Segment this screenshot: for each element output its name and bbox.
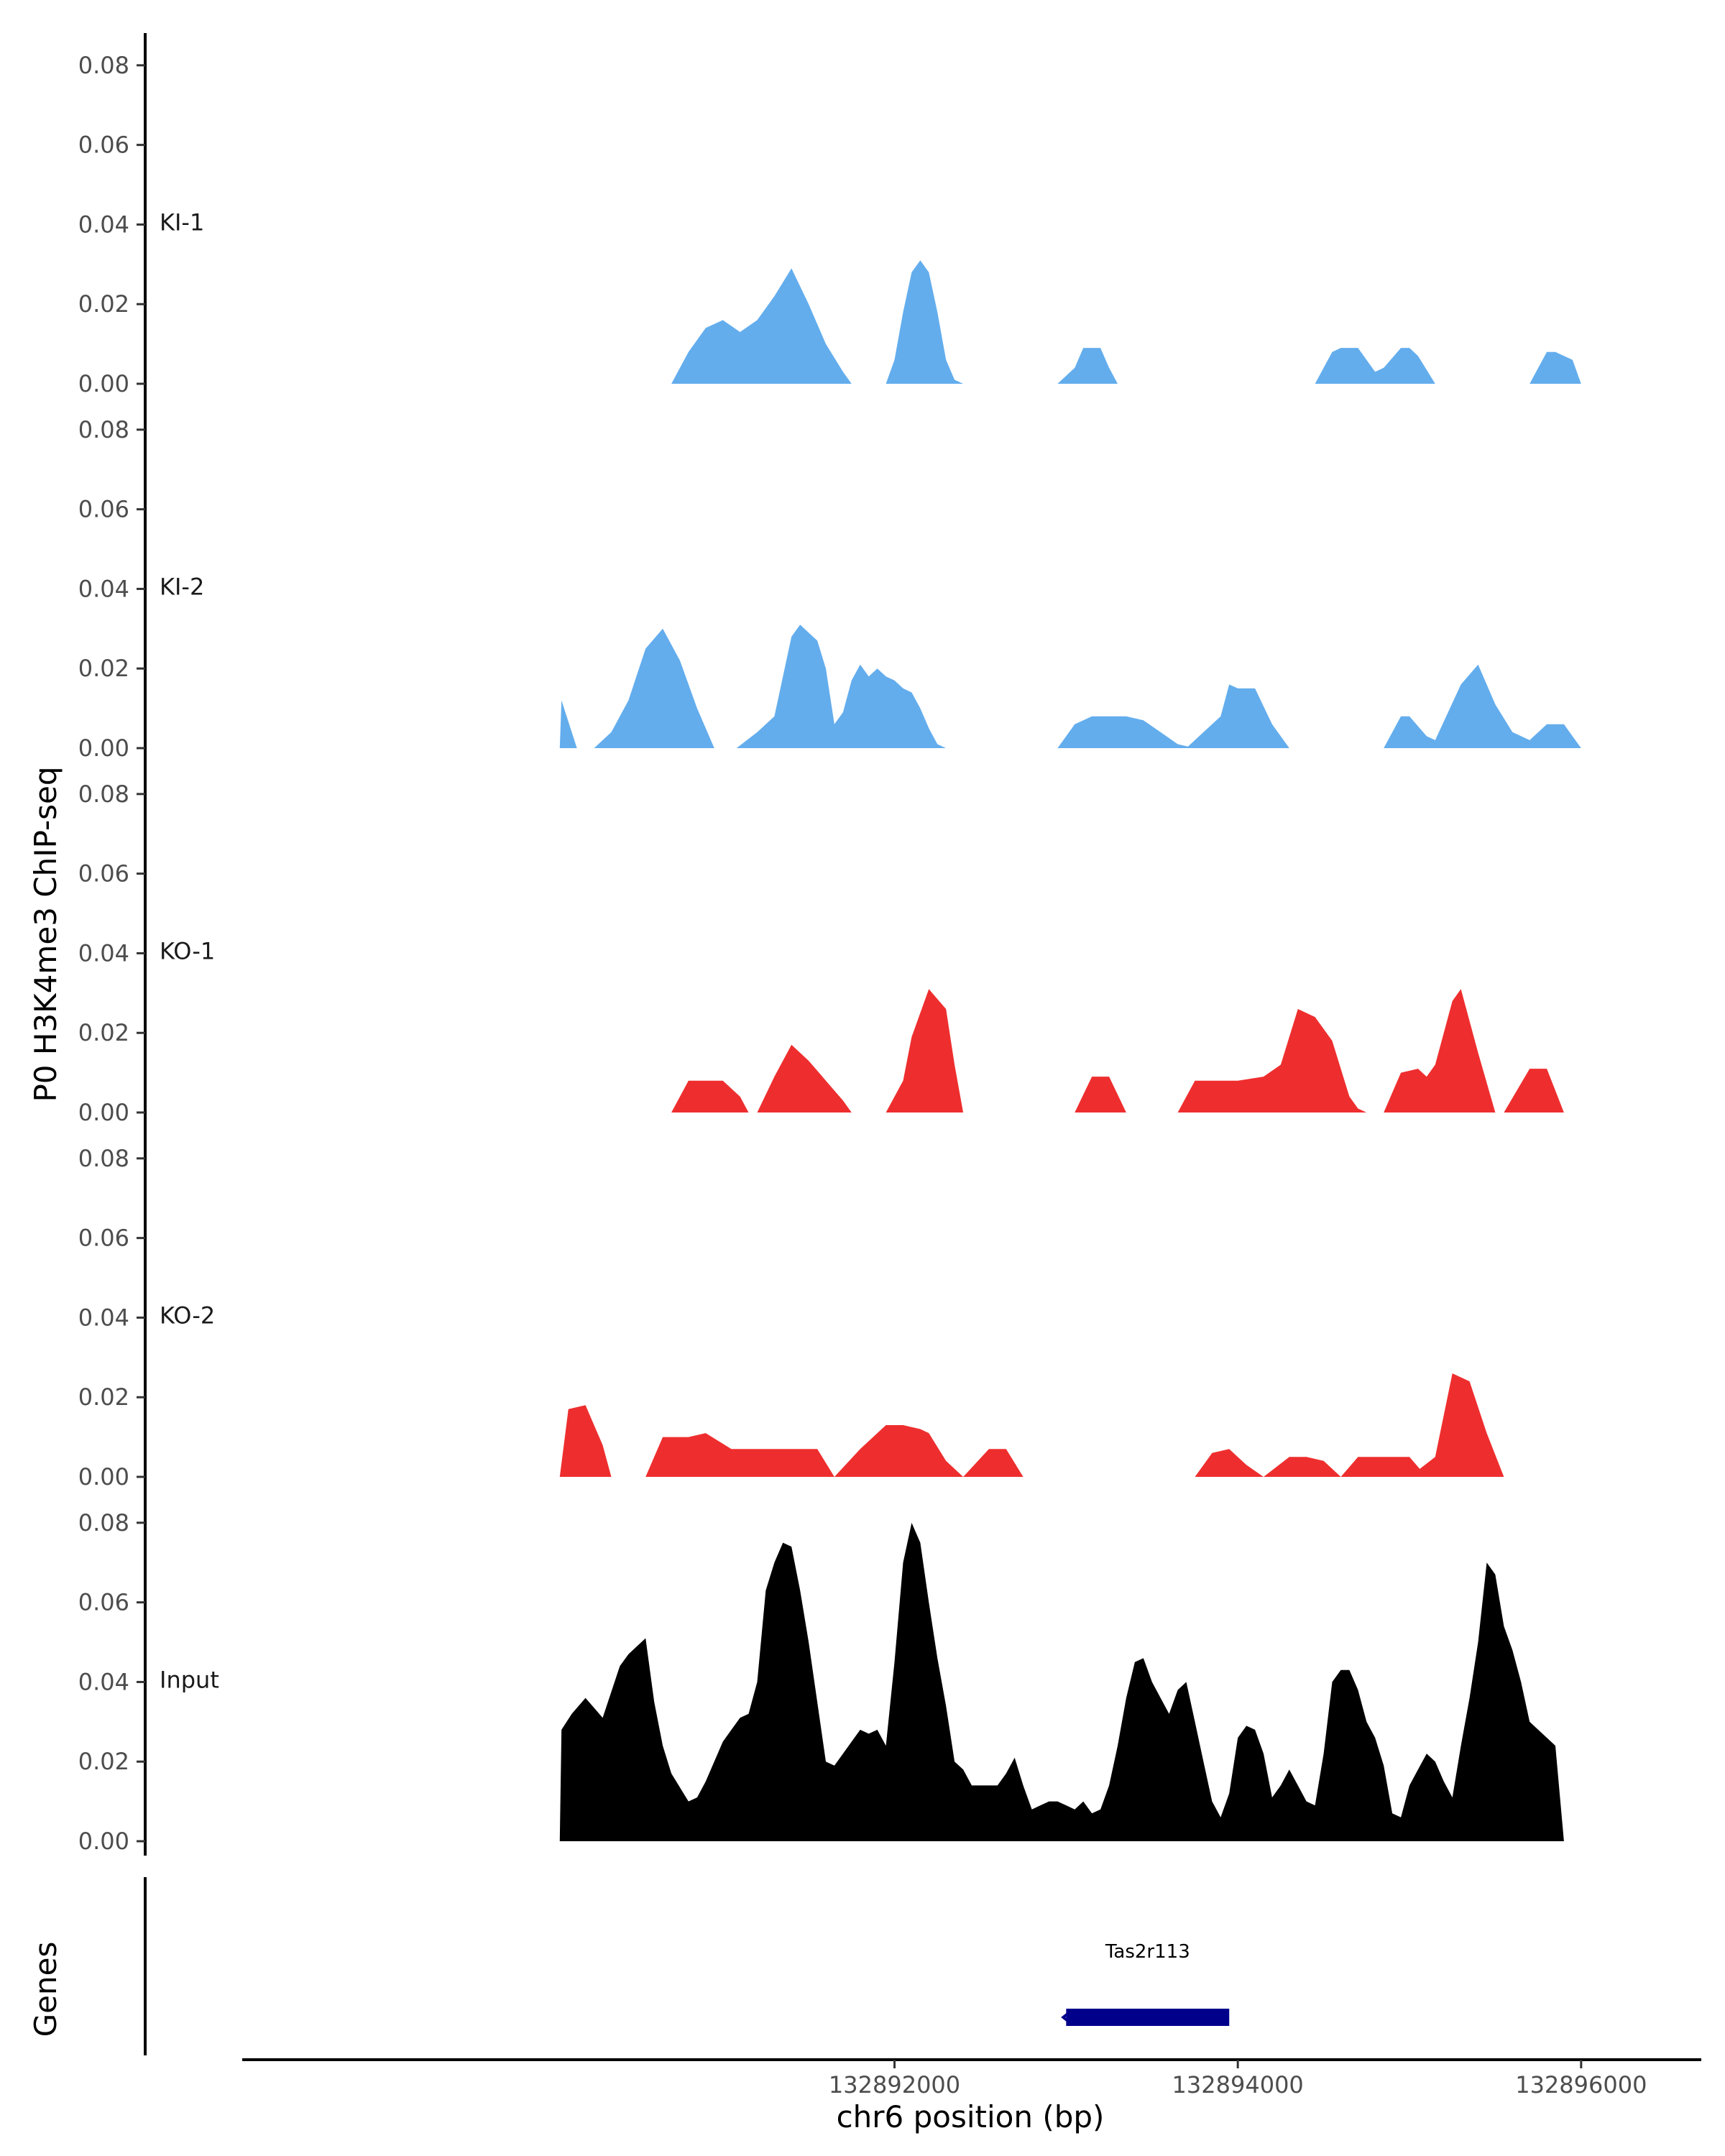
y-tick-label: 0.06: [78, 1589, 129, 1616]
y-tick-label: 0.04: [78, 1668, 129, 1695]
signal-area-ko-2: [1264, 1457, 1341, 1477]
y-tick-label: 0.02: [78, 290, 129, 318]
y-tick-label: 0.08: [78, 1145, 129, 1172]
track-label: KI-1: [160, 208, 204, 236]
signal-area-ki-1: [1530, 351, 1581, 384]
signal-area-ko-2: [834, 1425, 964, 1477]
gene-label: Tas2r113: [1105, 1941, 1190, 1963]
y-tick-label: 0.02: [78, 1748, 129, 1775]
y-axis-title: P0 H3K4me3 ChIP-seq: [28, 766, 63, 1102]
y-tick-label: 0.00: [78, 1463, 129, 1491]
y-tick-label: 0.00: [78, 1828, 129, 1855]
track-label: KI-2: [160, 573, 204, 600]
signal-area-ko-1: [757, 1044, 852, 1112]
y-tick-label: 0.00: [78, 1099, 129, 1126]
genes-axis-title: Genes: [28, 1942, 63, 2037]
signal-area-ko-2: [1340, 1457, 1427, 1477]
x-tick-label: 132894000: [1172, 2071, 1304, 2099]
signal-area-input: [559, 1522, 1654, 1841]
signal-area-ki-2: [1057, 716, 1195, 748]
signal-area-ko-2: [1195, 1449, 1264, 1477]
track-label: Input: [160, 1666, 219, 1693]
y-tick-label: 0.08: [78, 52, 129, 79]
track-ko-2: 0.00 0.02 0.04 0.06 0.08 KO-2: [78, 1126, 1504, 1491]
x-axis-title: chr6 position (bp): [837, 2099, 1105, 2134]
y-tick-label: 0.04: [78, 939, 129, 967]
signal-area-ki-1: [1315, 348, 1435, 384]
signal-area-ko-1: [1504, 1069, 1564, 1112]
track-ki-2: 0.00 0.02 0.04 0.06 0.08 KI-2: [78, 397, 1581, 763]
signal-area-ki-2: [559, 700, 577, 748]
genes-panel: Tas2r113: [144, 1877, 1230, 2055]
signal-area-ki-2: [736, 625, 947, 748]
signal-area-ko-1: [671, 1080, 749, 1112]
x-tick-label: 132892000: [829, 2071, 960, 2099]
y-tick-label: 0.06: [78, 1225, 129, 1252]
y-tick-label: 0.04: [78, 1304, 129, 1331]
y-tick-label: 0.06: [78, 496, 129, 523]
track-ko-1: 0.00 0.02 0.04 0.06 0.08 KO-1: [78, 762, 1564, 1127]
y-tick-label: 0.08: [78, 1509, 129, 1537]
signal-area-ki-2: [1384, 664, 1581, 748]
signal-area-ko-1: [1075, 1077, 1126, 1112]
y-tick-label: 0.06: [78, 132, 129, 159]
signal-area-ko-2: [559, 1405, 612, 1477]
signal-area-ko-1: [1384, 989, 1496, 1112]
signal-area-ko-1: [886, 989, 964, 1112]
track-label: KO-2: [160, 1302, 215, 1329]
signal-area-ki-1: [886, 260, 964, 384]
signal-area-ko-2: [1409, 1373, 1504, 1477]
track-ki-1: 0.00 0.02 0.04 0.06 0.08 KI-1: [78, 33, 1581, 398]
gene-body: [1066, 2009, 1230, 2026]
track-input: 0.00 0.02 0.04 0.06 0.08 Input: [78, 1491, 1654, 1856]
signal-area-ki-2: [1186, 684, 1289, 748]
signal-area-ko-2: [963, 1449, 1024, 1477]
signal-area-ki-1: [1057, 348, 1118, 384]
strand-arrow-icon: [1061, 2010, 1072, 2024]
signal-area-ki-2: [594, 628, 714, 748]
signal-area-ko-1: [1177, 1009, 1367, 1112]
x-tick-label: 132896000: [1515, 2071, 1647, 2099]
y-tick-label: 0.08: [78, 416, 129, 443]
x-axis: 132892000 132894000 132896000: [242, 2058, 1701, 2099]
signal-area-ko-2: [645, 1433, 834, 1477]
y-tick-label: 0.04: [78, 211, 129, 238]
y-tick-label: 0.00: [78, 370, 129, 397]
y-tick-label: 0.02: [78, 655, 129, 682]
y-tick-label: 0.00: [78, 734, 129, 762]
y-tick-label: 0.06: [78, 860, 129, 888]
signal-area-ki-1: [671, 268, 852, 384]
tracks-layer: 0.00 0.02 0.04 0.06 0.08 KI-1 0.00 0.02 0.04 0.06…: [78, 33, 1654, 1856]
y-tick-label: 0.02: [78, 1383, 129, 1411]
track-label: KO-1: [160, 937, 215, 964]
y-tick-label: 0.04: [78, 575, 129, 602]
y-tick-label: 0.02: [78, 1019, 129, 1046]
y-tick-label: 0.08: [78, 780, 129, 808]
